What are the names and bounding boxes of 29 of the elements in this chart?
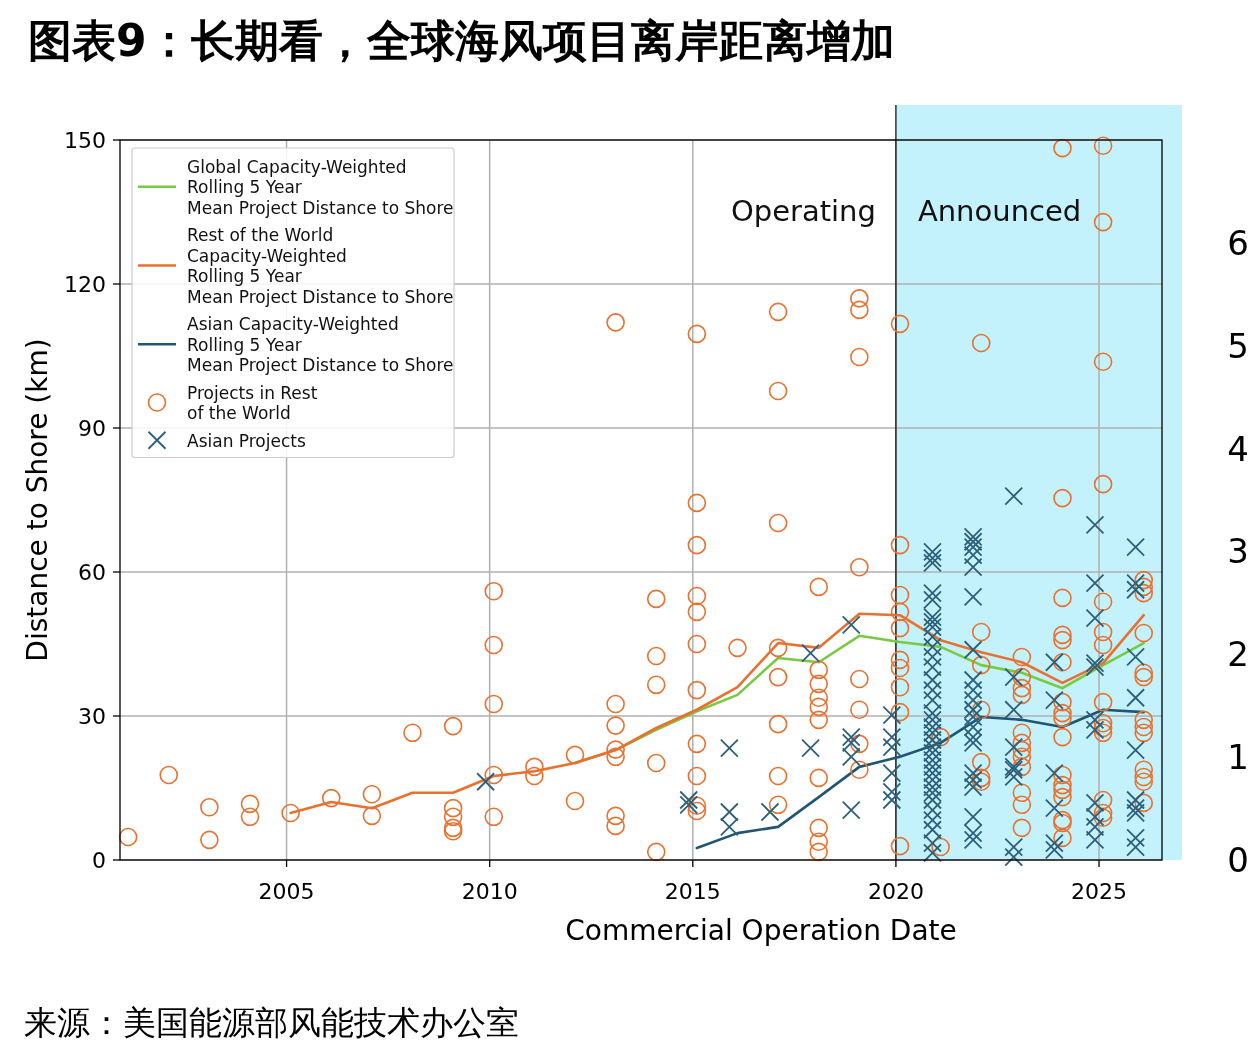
legend-label: Rest of the World Capacity-Weighted Rolling 5 Year Mean Project Distance to Shore	[187, 225, 454, 307]
chart-title: 图表9：长期看，全球海风项目离岸距离增加	[28, 15, 895, 66]
y2-tick-label: 3	[1227, 531, 1249, 572]
y-tick-label: 0	[92, 848, 106, 873]
legend-label: Global Capacity-Weighted Rolling 5 Year Mean Project Distance to Shore	[187, 156, 454, 218]
y2-tick-label: 0	[1227, 840, 1249, 880]
y2-tick-label: 6	[1227, 222, 1249, 263]
legend-label: Asian Capacity-Weighted Rolling 5 Year Mean Project Distance to Shore	[187, 314, 454, 375]
y-tick-label: 150	[64, 128, 106, 153]
source-note: 来源：美国能源部风能技术办公室	[24, 1003, 519, 1042]
band-label: Announced	[917, 194, 1082, 228]
legend-label: Asian Projects	[187, 430, 306, 451]
x-tick-label: 2025	[1071, 879, 1128, 904]
x-tick-label: 2005	[258, 879, 315, 904]
y2-tick-label: 4	[1227, 428, 1249, 469]
y2-tick-label: 1	[1227, 737, 1249, 778]
y-tick-label: 60	[78, 560, 106, 585]
legend-label: Projects in Rest of the World	[187, 382, 318, 423]
y-tick-label: 120	[64, 272, 106, 297]
ref-line-label: Operating	[730, 194, 876, 228]
x-tick-label: 2010	[461, 879, 518, 904]
y-tick-label: 30	[78, 704, 106, 729]
y2-tick-label: 5	[1227, 325, 1249, 366]
x-tick-label: 2020	[867, 879, 924, 904]
y-tick-label: 90	[78, 416, 106, 441]
y-axis-title: Distance to Shore (km)	[21, 338, 54, 662]
x-axis-title: Commercial Operation Date	[565, 914, 957, 947]
x-tick-label: 2015	[664, 879, 721, 904]
y2-tick-label: 2	[1227, 634, 1249, 675]
